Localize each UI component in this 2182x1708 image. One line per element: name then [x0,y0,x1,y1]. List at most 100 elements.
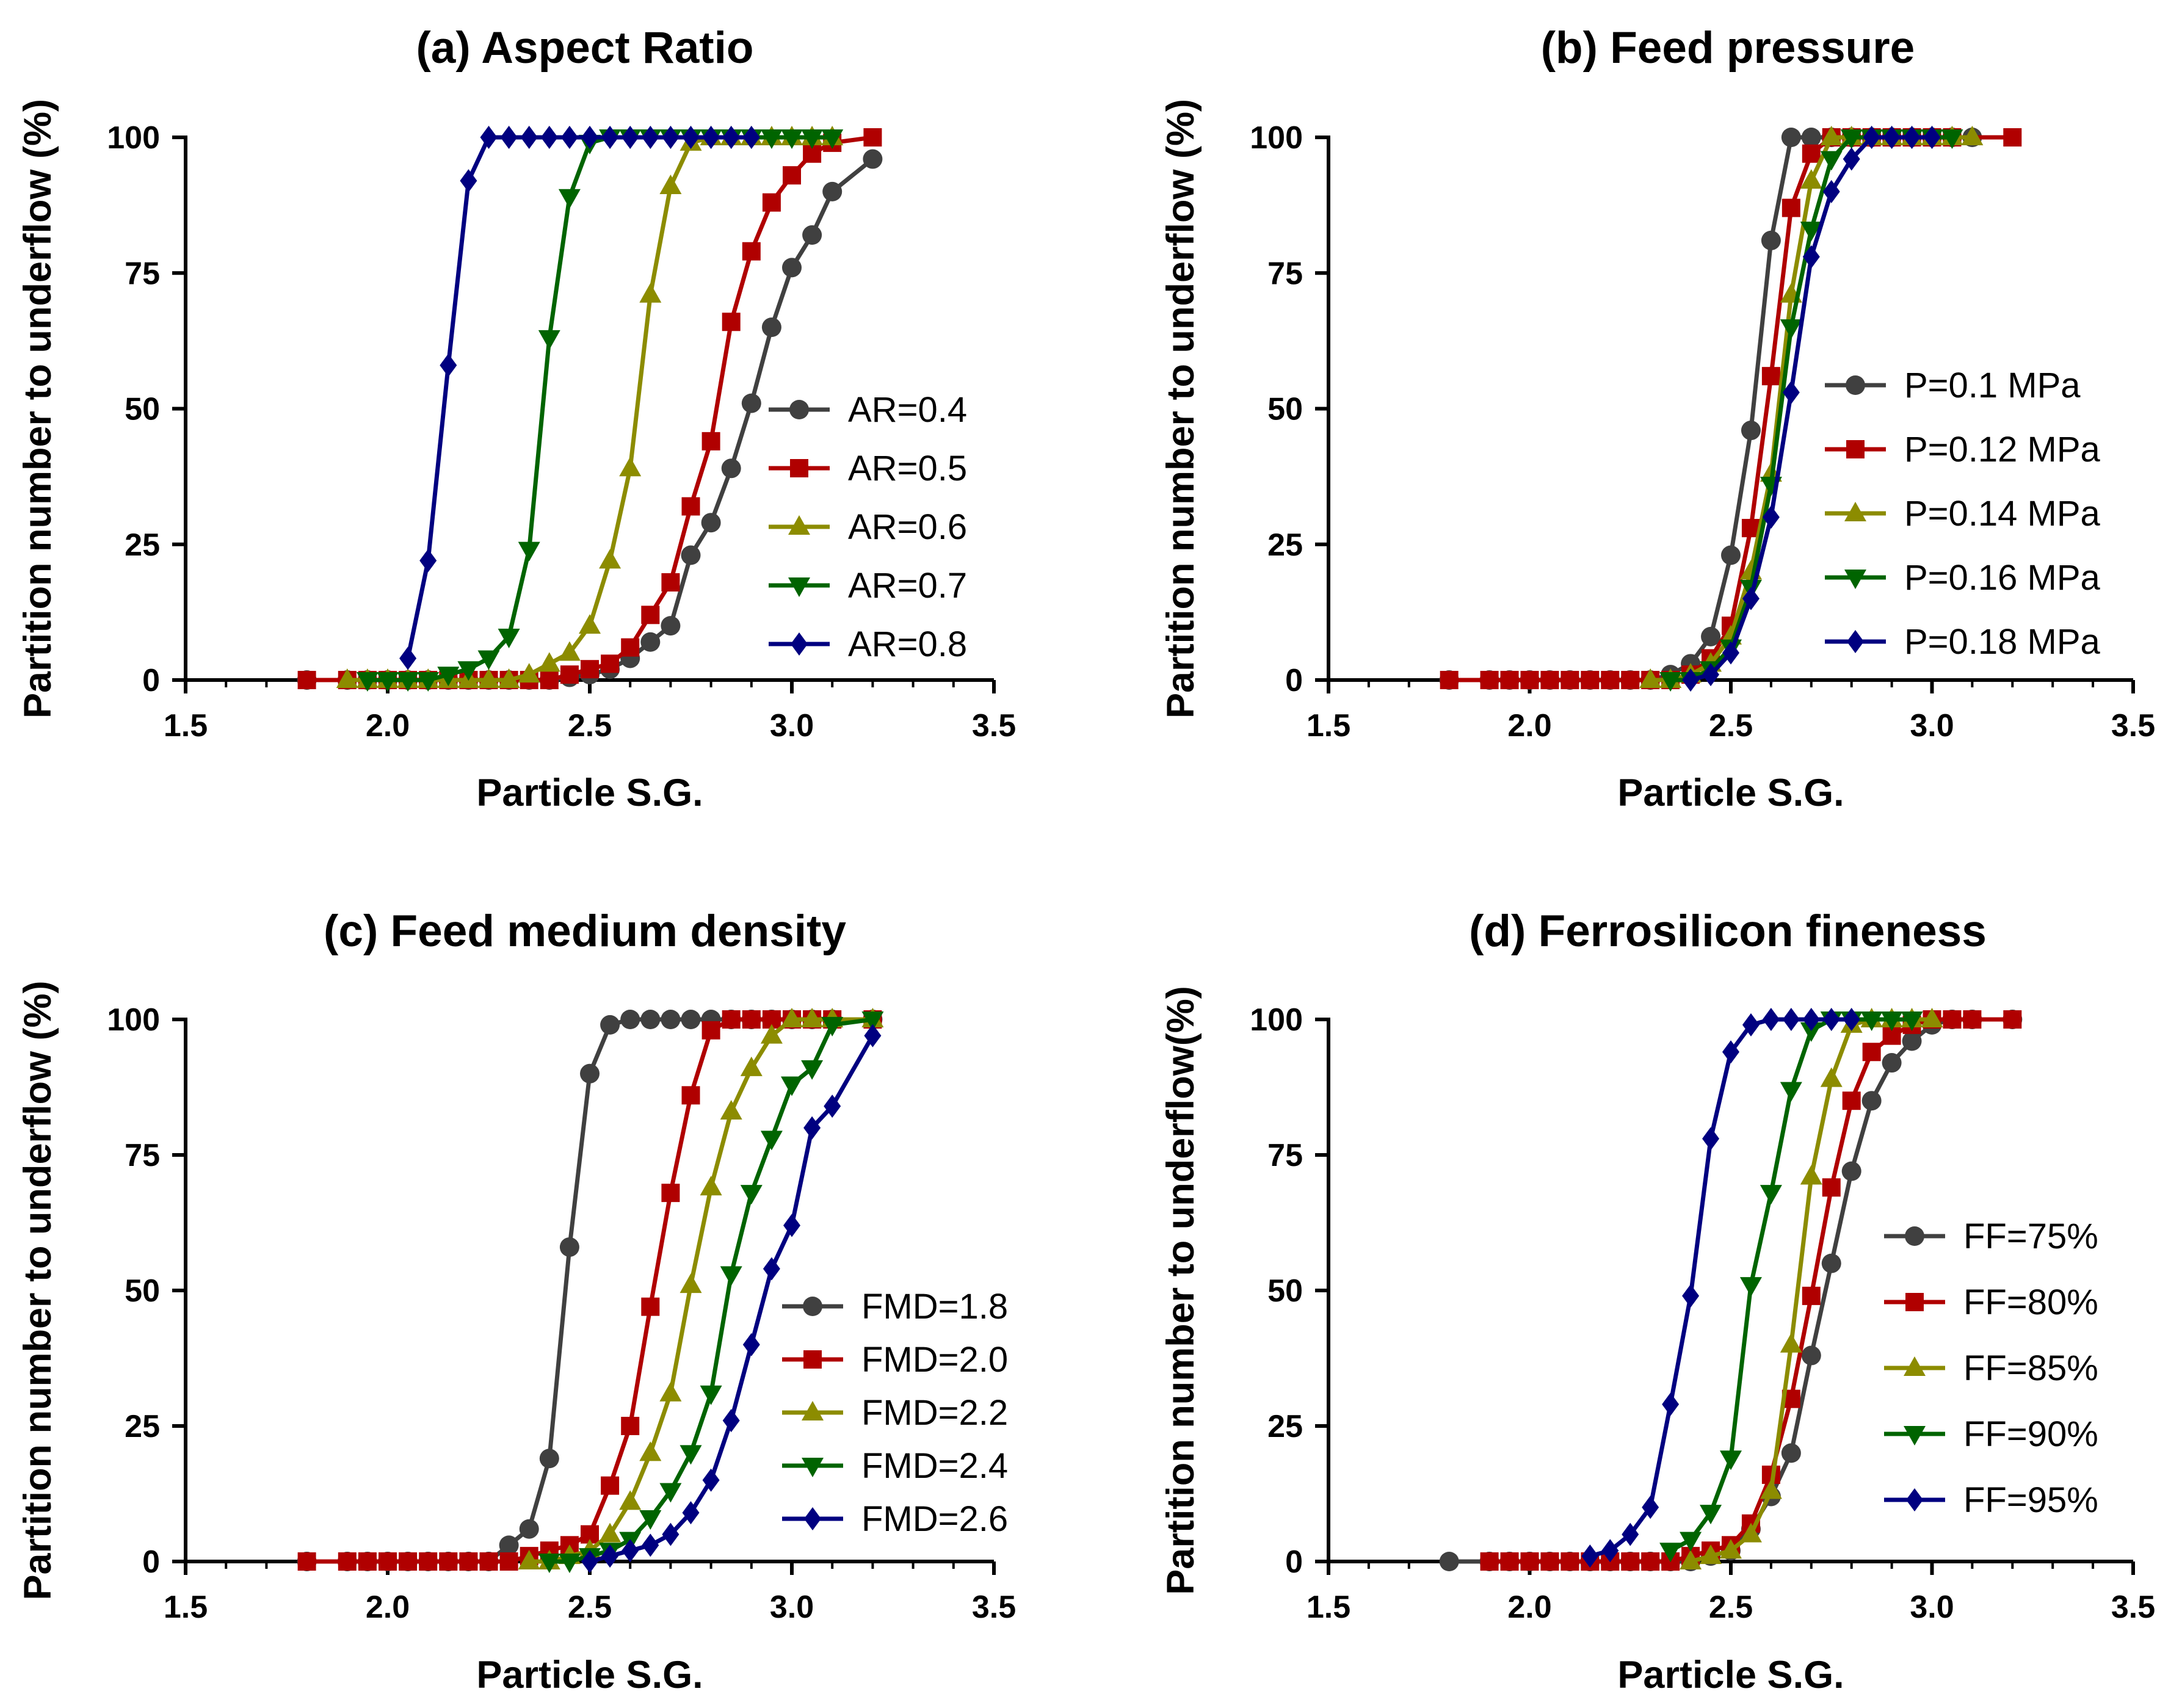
data-point [1642,1496,1659,1519]
data-point [1722,641,1739,665]
data-point [659,1483,682,1503]
legend-marker [1904,1356,1926,1376]
data-point [2003,128,2022,147]
data-point [822,181,843,201]
legend-entry: P=0.18 MPa [1825,622,2101,662]
data-point [1800,1022,1822,1042]
legend-marker [1905,1293,1924,1311]
data-point [781,1076,803,1096]
legend-entry: FMD=2.6 [782,1499,1008,1539]
data-point [781,129,803,149]
y-tick-label: 25 [1267,1409,1303,1444]
data-point [1760,1479,1782,1499]
data-point [680,1445,702,1465]
legend-marker [1844,502,1866,521]
data-point [619,1490,642,1510]
legend-label: FMD=2.4 [861,1446,1008,1486]
data-point [1722,1040,1739,1064]
data-point [701,1021,720,1040]
data-point [742,242,761,261]
data-point [1781,198,1800,217]
x-tick-label: 3.0 [1910,1590,1954,1625]
x-tick-label: 1.5 [164,1590,208,1625]
x-axis-label: Particle S.G. [1617,1654,1844,1696]
legend-marker [788,515,810,535]
data-point [1581,671,1600,689]
legend-label: FMD=1.8 [861,1287,1008,1326]
data-point [1720,1450,1742,1471]
data-point [1842,1091,1861,1110]
x-tick-label: 3.0 [770,1590,814,1625]
data-point [1560,671,1579,689]
data-point [661,573,680,592]
data-point [1581,1544,1599,1568]
legend-marker [802,1401,824,1420]
y-tick-label: 0 [1285,1544,1303,1580]
data-point [540,126,558,149]
data-point [1659,672,1682,692]
data-point [1820,126,1843,145]
legend-entry: FMD=2.2 [782,1393,1008,1433]
legend-entry: P=0.16 MPa [1825,558,2101,598]
series-4 [538,1011,884,1573]
data-point [1560,1552,1579,1571]
data-point [1961,126,1984,145]
legend-label: P=0.18 MPa [1904,622,2101,662]
chart-title: (a) Aspect Ratio [416,23,754,73]
legend-entry: FF=85% [1884,1348,2098,1388]
data-point [1941,129,1963,149]
y-axis-label: Partition number to underflow (%) [1159,99,1202,718]
legend-entry: P=0.12 MPa [1825,430,2101,469]
legend-entry: FF=75% [1884,1217,2098,1256]
data-point [1781,128,1801,147]
data-point [1782,1008,1800,1031]
x-tick-label: 3.5 [2111,708,2155,744]
data-point [1701,626,1721,646]
data-point [1742,1013,1760,1037]
data-point [801,129,824,149]
y-tick-label: 50 [1267,392,1303,427]
data-point [601,654,620,673]
x-tick-label: 3.5 [972,708,1016,744]
legend-marker [1846,440,1865,458]
data-point [1801,1345,1821,1366]
legend-entry: FF=80% [1884,1283,2098,1322]
legend-marker [788,577,810,597]
data-point [803,1116,821,1140]
data-point [1801,128,1821,147]
x-tick-label: 2.5 [568,708,612,744]
x-tick-label: 3.5 [2111,1590,2155,1625]
data-point [399,1552,418,1571]
data-point [581,660,599,679]
y-tick-label: 75 [1267,256,1303,291]
data-point [1622,1522,1639,1546]
series-5 [581,1024,882,1573]
data-point [1761,230,1781,250]
data-point [861,1011,884,1031]
legend-label: P=0.1 MPa [1904,366,2081,405]
y-tick-label: 25 [125,527,160,563]
x-tick-label: 3.0 [1910,708,1954,744]
legend-label: AR=0.7 [848,566,967,606]
data-point [356,672,379,692]
data-point [622,126,639,149]
data-point [358,1552,377,1571]
data-point [1761,367,1780,386]
data-point [518,663,540,683]
data-point [742,126,760,149]
data-point [518,1550,540,1569]
x-tick-label: 2.5 [1709,1590,1753,1625]
y-tick-label: 0 [1285,663,1303,698]
data-point [600,1015,620,1035]
data-point [1880,1011,1903,1031]
data-point [498,668,520,688]
data-point [863,149,883,169]
series-line [549,1017,873,1564]
data-point [581,126,598,149]
data-point [1739,1522,1762,1543]
chart-panel-c: (c) Feed medium density 1.5 2.0 2.5 3.0 3.5 0 2… [16,906,1016,1696]
data-point [558,189,581,209]
data-point [782,258,802,278]
data-point [760,1131,783,1151]
